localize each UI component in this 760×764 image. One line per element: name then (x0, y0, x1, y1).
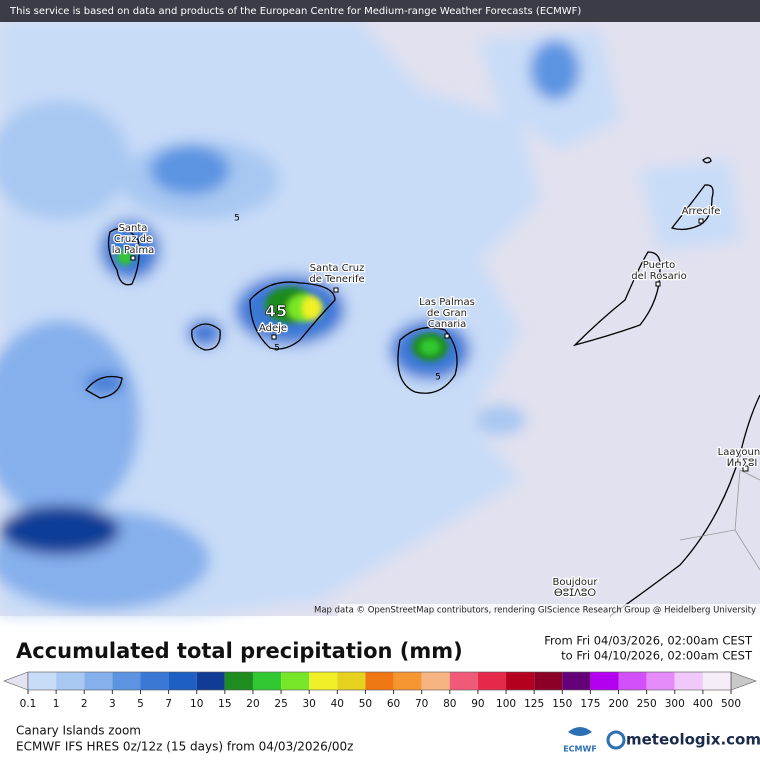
colorbar-swatch (421, 672, 450, 690)
colorbar-swatch (393, 672, 422, 690)
place-label: Santa Cruz (310, 263, 365, 274)
colorbar-swatch (618, 672, 647, 690)
colorbar-swatch (140, 672, 169, 690)
colorbar-swatch (112, 672, 141, 690)
colorbar-swatch (281, 672, 310, 690)
colorbar-label: 70 (415, 698, 428, 710)
colorbar-label: 2 (81, 698, 88, 710)
colorbar-swatch (365, 672, 394, 690)
model-info: ECMWF IFS HRES 0z/12z (15 days) from 04/… (16, 740, 353, 754)
colorbar-label: 80 (443, 698, 456, 710)
colorbar-label: 15 (218, 698, 231, 710)
place-label: Arrecife (682, 206, 721, 217)
colorbar-label: 7 (165, 698, 172, 710)
colorbar-label: 250 (637, 698, 657, 710)
place-label: ⵍⵄⵢⵓⵏ (727, 458, 758, 469)
place-label: Canaria (428, 319, 467, 330)
contour-label: 5 (274, 344, 280, 354)
colorbar-swatch (534, 672, 563, 690)
place-label: Las Palmas (419, 297, 475, 308)
colorbar-swatch (224, 672, 253, 690)
colorbar-frame (27, 671, 732, 691)
colorbar-label: 20 (246, 698, 259, 710)
colorbar-label: 10 (190, 698, 203, 710)
colorbar-swatch (674, 672, 703, 690)
contour-label: 5 (435, 373, 441, 383)
colorbar-swatch (646, 672, 675, 690)
colorbar-swatch (84, 672, 113, 690)
place-label: del Rosario (631, 271, 686, 282)
period-to: to Fri 04/10/2026, 02:00am CEST (561, 649, 753, 663)
place-label: la Palma (112, 245, 154, 256)
colorbar-label: 60 (387, 698, 400, 710)
colorbar-label: 0.1 (20, 698, 37, 710)
footer: Canary Islands zoom ECMWF IFS HRES 0z/12… (16, 724, 760, 754)
colorbar-label: 175 (580, 698, 600, 710)
place-label: Laayoune (718, 447, 760, 458)
colorbar-label: 300 (665, 698, 685, 710)
colorbar-label: 5 (137, 698, 144, 710)
colorbar-label: 125 (524, 698, 544, 710)
colorbar-swatch (477, 672, 507, 690)
place-label: Adeje (259, 323, 287, 334)
colorbar-swatch (562, 672, 591, 690)
colorbar-swatch (449, 672, 478, 690)
place-label: de Tenerife (309, 274, 364, 285)
place-label: Santa (119, 223, 148, 234)
period-from: From Fri 04/03/2026, 02:00am CEST (544, 634, 753, 648)
banner: This service is based on data and produc… (9, 6, 581, 17)
colorbar-swatch (590, 672, 619, 690)
colorbar-swatch (506, 672, 535, 690)
max-value: 45 (265, 302, 287, 321)
colorbar-label: 30 (303, 698, 316, 710)
colorbar-label: 100 (496, 698, 516, 710)
colorbar-swatch (702, 672, 731, 690)
region: Canary Islands zoom (16, 724, 141, 738)
colorbar-swatch (56, 672, 85, 690)
colorbar-label: 1 (53, 698, 60, 710)
colorbar-swatch (337, 672, 366, 690)
attribution: Map data © OpenStreetMap contributors, r… (314, 606, 756, 616)
contour-label: 5 (234, 214, 240, 224)
colorbar-label: 25 (274, 698, 287, 710)
place-label: Puerto (643, 260, 676, 271)
colorbar-label: 50 (359, 698, 372, 710)
colorbar-label: 400 (693, 698, 713, 710)
colorbar-swatch (252, 672, 282, 690)
colorbar-swatch (28, 672, 57, 690)
colorbar-label: 150 (552, 698, 572, 710)
place-label: Cruz de (114, 234, 152, 245)
legend: Accumulated total precipitation (mm) Fro… (3, 634, 757, 710)
precip-field (0, 20, 740, 616)
colorbar-swatch (309, 672, 338, 690)
colorbar-arrow (730, 671, 757, 691)
colorbar-label: 40 (331, 698, 344, 710)
colorbar-label: 500 (721, 698, 741, 710)
colorbar-swatch (196, 672, 225, 690)
colorbar-label: 3 (109, 698, 116, 710)
coastlines (85, 157, 760, 617)
brand: meteologix.com (626, 731, 760, 749)
colorbar-swatch (168, 672, 197, 690)
place-label: ⴱⵓⵊⴷⵓⵔ (554, 588, 596, 599)
colorbar-label: 200 (608, 698, 628, 710)
colorbar-arrow (3, 671, 29, 691)
colorbar-label: 90 (471, 698, 484, 710)
ecmwf-logo: ECMWF (563, 745, 597, 754)
place-label: Boujdour (552, 577, 598, 588)
legend-title: Accumulated total precipitation (mm) (16, 639, 463, 663)
place-label: de Gran (427, 308, 467, 319)
